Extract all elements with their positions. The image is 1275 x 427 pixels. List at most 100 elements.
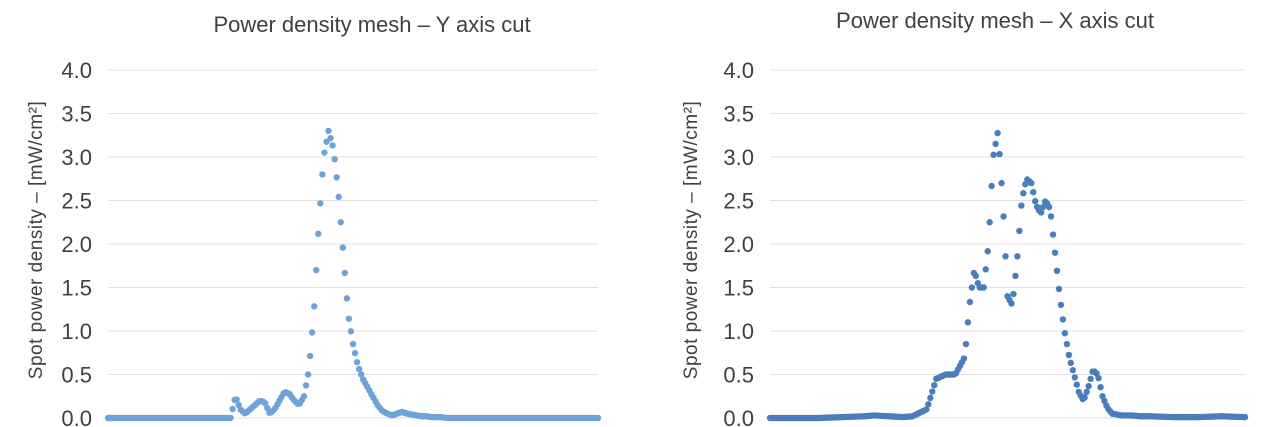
data-point — [923, 406, 930, 413]
data-point — [355, 365, 363, 373]
data-point — [1061, 329, 1069, 337]
data-point — [982, 266, 989, 273]
chart-panel-y-axis-cut: Power density mesh – Y axis cut Spot pow… — [26, 12, 602, 427]
data-point — [1087, 375, 1094, 383]
chart-panel-x-axis-cut: Power density mesh – X axis cut Spot pow… — [640, 0, 1275, 427]
data-point — [1000, 213, 1007, 220]
data-point — [302, 382, 310, 389]
data-point — [1008, 300, 1015, 307]
chart-y-axis-cut: Power density mesh – Y axis cut Spot pow… — [26, 12, 602, 427]
data-point — [233, 396, 240, 403]
data-point — [1073, 381, 1080, 388]
y-tick-labels: 0.0 0.5 1.0 1.5 2.0 2.5 3.0 3.5 4.0 — [723, 58, 754, 427]
data-point — [321, 149, 328, 156]
data-point — [351, 349, 359, 357]
data-point — [1028, 179, 1035, 187]
y-tick-label: 0.5 — [61, 363, 92, 388]
data-point — [335, 193, 342, 201]
data-point — [927, 394, 934, 402]
data-point — [327, 134, 334, 142]
data-point — [1071, 374, 1078, 381]
data-points — [104, 127, 602, 422]
y-tick-label: 0.5 — [723, 363, 754, 388]
data-point — [339, 244, 346, 251]
data-point — [925, 401, 932, 408]
data-point — [931, 381, 938, 389]
data-point — [1067, 359, 1075, 367]
data-point — [317, 200, 324, 207]
data-point — [1059, 316, 1067, 323]
y-tick-label: 1.5 — [723, 276, 754, 301]
data-point — [333, 174, 340, 181]
y-tick-label: 3.5 — [723, 102, 754, 127]
data-point — [325, 127, 332, 135]
data-point — [1065, 351, 1073, 359]
data-point — [992, 140, 999, 148]
data-point — [964, 319, 972, 326]
data-point — [337, 219, 344, 226]
data-point — [1002, 253, 1009, 260]
data-point — [972, 272, 980, 280]
y-tick-label: 0.0 — [61, 406, 92, 427]
data-point — [980, 284, 987, 291]
data-point — [1085, 382, 1092, 390]
data-point — [308, 329, 316, 336]
data-point — [229, 405, 236, 413]
y-tick-label: 2.5 — [61, 189, 92, 214]
y-tick-label: 2.0 — [61, 232, 92, 257]
data-point — [594, 414, 602, 422]
y-axis-label: Spot power density – [mW/cm²] — [26, 101, 47, 379]
data-point — [960, 355, 968, 362]
data-point — [1083, 388, 1090, 396]
data-point — [962, 340, 970, 348]
y-tick-label: 2.5 — [723, 189, 754, 214]
data-point — [988, 182, 995, 190]
data-point — [313, 266, 320, 274]
data-point — [1049, 231, 1057, 238]
data-point — [996, 150, 1003, 158]
chart-title: Power density mesh – X axis cut — [836, 8, 1154, 33]
data-point — [929, 388, 936, 395]
y-tick-label: 1.0 — [723, 319, 754, 344]
chart-x-axis-cut: Power density mesh – X axis cut Spot pow… — [681, 8, 1249, 427]
data-point — [1051, 249, 1059, 256]
data-point — [1012, 272, 1019, 280]
data-point — [1063, 340, 1071, 348]
data-point — [1057, 301, 1065, 309]
data-points — [766, 129, 1249, 422]
data-point — [357, 371, 365, 378]
data-point — [1069, 366, 1077, 374]
data-point — [1095, 374, 1102, 382]
data-point — [349, 340, 357, 348]
data-point — [300, 393, 308, 400]
y-tick-label: 1.5 — [61, 276, 92, 301]
data-point — [1032, 198, 1039, 205]
y-tick-label: 4.0 — [61, 58, 92, 83]
data-point — [1055, 285, 1063, 293]
data-point — [311, 303, 318, 310]
data-point — [1030, 188, 1037, 196]
data-point — [227, 414, 234, 422]
gridlines — [108, 69, 598, 419]
data-point — [331, 155, 338, 163]
data-point — [1016, 227, 1023, 235]
y-tick-label: 0.0 — [723, 406, 754, 427]
y-axis-label: Spot power density – [mW/cm²] — [681, 101, 702, 379]
data-point — [343, 295, 351, 302]
data-point — [319, 171, 326, 178]
data-point — [1020, 190, 1027, 197]
data-point — [341, 269, 349, 277]
gridlines — [770, 69, 1245, 419]
data-point — [347, 328, 355, 335]
data-point — [1045, 203, 1053, 211]
data-point — [984, 248, 991, 255]
data-point — [1047, 213, 1055, 220]
data-point — [994, 129, 1001, 137]
data-point — [1241, 413, 1249, 421]
y-tick-label: 3.5 — [61, 102, 92, 127]
data-point — [329, 142, 336, 149]
data-point — [1097, 383, 1104, 391]
data-point — [315, 230, 322, 238]
data-point — [323, 138, 330, 145]
data-point — [1037, 209, 1045, 216]
